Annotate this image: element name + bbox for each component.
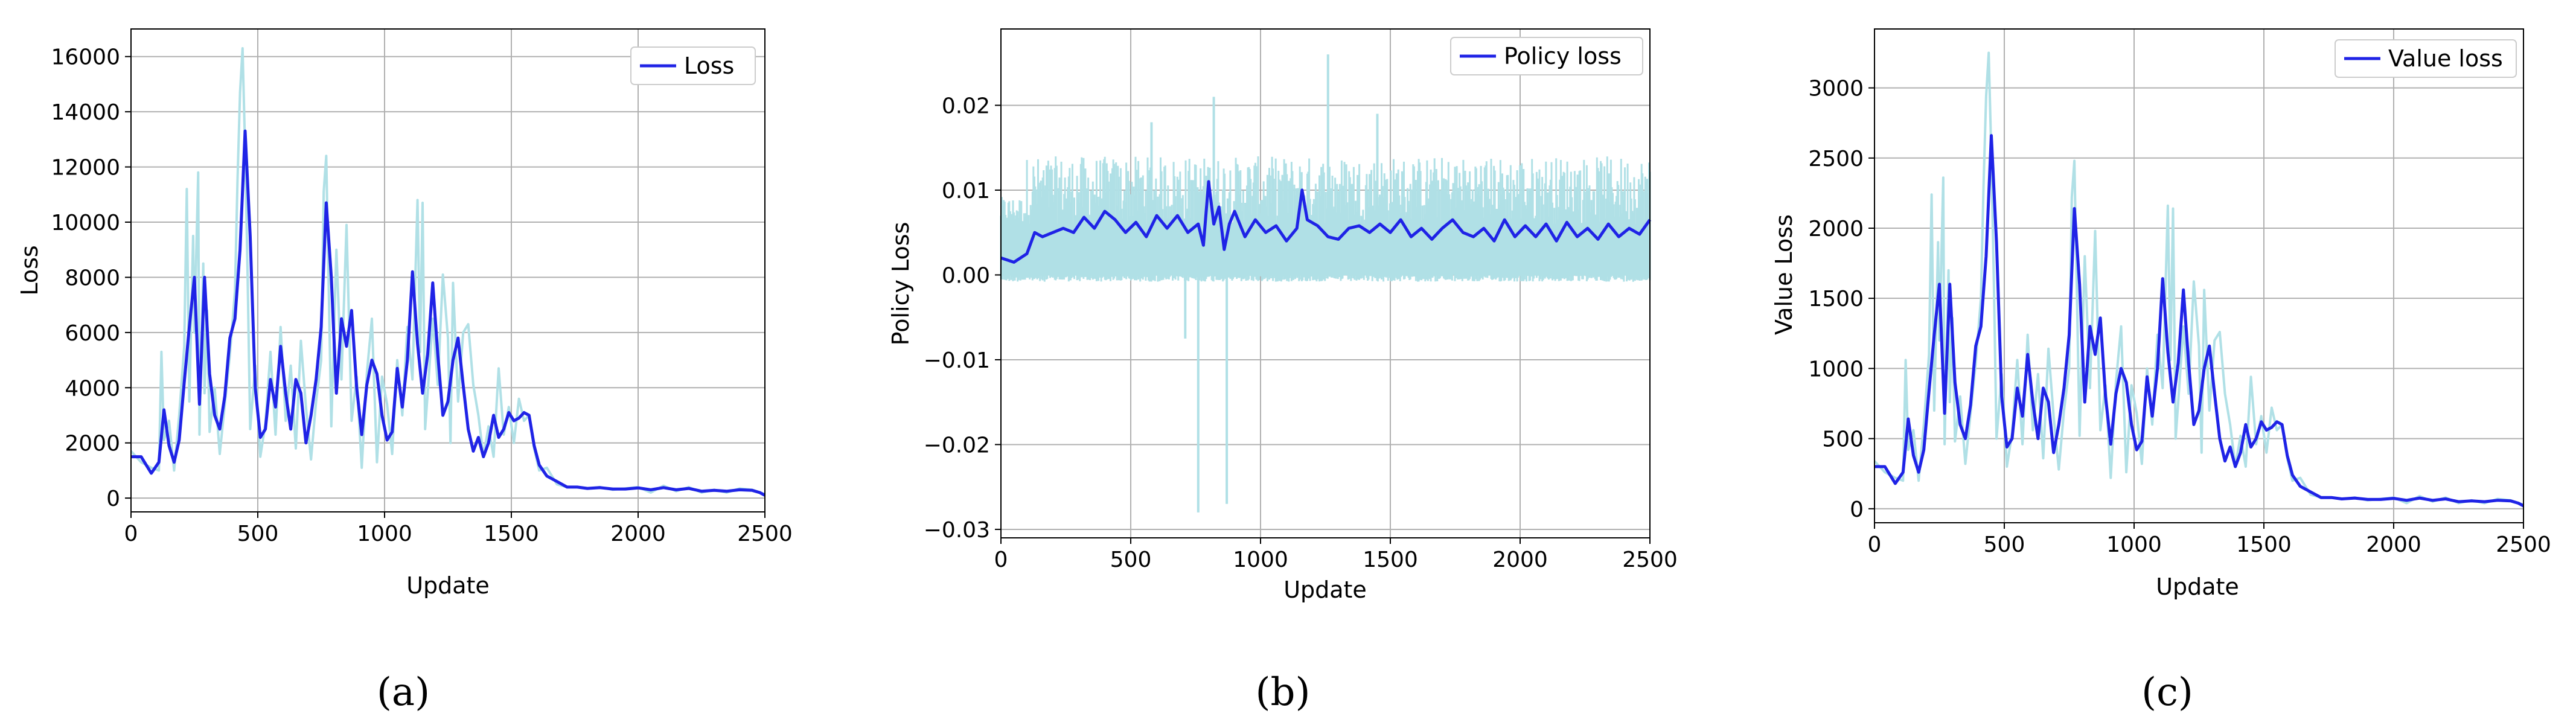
y-tick-label: 12000 bbox=[51, 156, 120, 180]
y-ticks-a: 0 2000 4000 6000 8000 10000 12000 14000 16000 bbox=[51, 45, 131, 511]
panel-c: 0 500 1000 1500 2000 2500 0 500 1000 1500 2000 250… bbox=[1771, 28, 2551, 715]
x-axis-label-a: Update bbox=[406, 572, 490, 599]
x-axis-label-b: Update bbox=[1283, 576, 1367, 603]
raw-line bbox=[130, 47, 765, 496]
smoothed-line bbox=[1000, 180, 1652, 264]
x-tick-label: 500 bbox=[1110, 548, 1152, 572]
raw-series-b bbox=[1000, 54, 1651, 512]
y-tick-label: −0.03 bbox=[924, 518, 990, 543]
legend-a: Loss bbox=[630, 46, 756, 85]
x-tick-label: 1500 bbox=[2236, 532, 2292, 557]
y-ticks-c: 0 500 1000 1500 2000 2500 3000 bbox=[1808, 77, 1874, 522]
plot-area-c bbox=[1874, 28, 2524, 523]
y-tick-label: −0.02 bbox=[924, 433, 990, 458]
y-tick-label: 0.02 bbox=[942, 94, 990, 118]
legend-c: Value loss bbox=[2335, 39, 2517, 78]
y-tick-label: 0 bbox=[106, 487, 120, 511]
x-tick-label: 2500 bbox=[737, 522, 793, 546]
x-tick-label: 0 bbox=[994, 548, 1008, 572]
legend-label-c: Value loss bbox=[2388, 45, 2503, 72]
panel-caption-b: (b) bbox=[1256, 670, 1311, 715]
legend-box-c bbox=[2335, 39, 2517, 78]
x-tick-label: 1000 bbox=[357, 522, 412, 546]
y-tick-label: 14000 bbox=[51, 100, 120, 125]
plot-frame bbox=[1000, 28, 1651, 538]
y-tick-label: 2500 bbox=[1808, 147, 1864, 171]
y-axis-label-a: Loss bbox=[16, 245, 43, 295]
panel-caption-c: (c) bbox=[2141, 670, 2193, 715]
raw-band-core bbox=[1027, 237, 1650, 275]
panel-caption-a: (a) bbox=[377, 670, 430, 715]
panel-b: 0 500 1000 1500 2000 2500 −0.03 −0.02 −0.01 0.00… bbox=[887, 28, 1678, 715]
y-tick-label: 1500 bbox=[1808, 287, 1864, 311]
plot-frame bbox=[130, 28, 765, 512]
plot-area-a bbox=[130, 28, 765, 512]
smooth-series-a bbox=[130, 28, 766, 512]
y-tick-label: 0.01 bbox=[942, 179, 990, 203]
y-tick-label: 16000 bbox=[51, 45, 120, 70]
y-tick-label: 1000 bbox=[1808, 357, 1864, 382]
x-tick-label: 1500 bbox=[484, 522, 539, 546]
x-tick-label: 2000 bbox=[1492, 548, 1548, 572]
smooth-series-c bbox=[1874, 28, 2525, 523]
raw-line bbox=[1873, 51, 2524, 506]
x-tick-label: 500 bbox=[1984, 532, 2025, 557]
x-axis-label-c: Update bbox=[2156, 573, 2239, 600]
y-tick-label: 4000 bbox=[65, 376, 120, 401]
raw-series-a bbox=[130, 47, 765, 496]
y-tick-label: 500 bbox=[1822, 427, 1864, 452]
y-tick-label: 3000 bbox=[1808, 77, 1864, 101]
y-tick-label: −0.01 bbox=[924, 348, 990, 373]
y-tick-label: 0.00 bbox=[942, 263, 990, 288]
legend-b: Policy loss bbox=[1450, 37, 1643, 75]
smoothed-line bbox=[1874, 134, 2525, 508]
y-tick-label: 6000 bbox=[65, 321, 120, 346]
plot-frame bbox=[1874, 28, 2524, 523]
x-tick-label: 2000 bbox=[2366, 532, 2421, 557]
y-tick-label: 8000 bbox=[65, 266, 120, 290]
y-axis-label-b: Policy Loss bbox=[887, 222, 914, 346]
x-tick-label: 2500 bbox=[1622, 548, 1678, 572]
x-tick-label: 1500 bbox=[1363, 548, 1418, 572]
legend-label-a: Loss bbox=[684, 53, 734, 79]
x-tick-label: 0 bbox=[124, 522, 138, 546]
x-tick-label: 2000 bbox=[610, 522, 666, 546]
legend-box-b bbox=[1450, 37, 1643, 75]
panel-a: 0 500 1000 1500 2000 2500 0 2000 4000 6000 8000 10… bbox=[16, 28, 793, 715]
x-tick-label: 1000 bbox=[2106, 532, 2162, 557]
x-tick-label: 1000 bbox=[1233, 548, 1288, 572]
legend-box-a bbox=[630, 46, 756, 85]
x-tick-label: 2500 bbox=[2496, 532, 2551, 557]
x-tick-label: 0 bbox=[1868, 532, 1882, 557]
raw-series-c bbox=[1873, 51, 2524, 506]
y-ticks-b: −0.03 −0.02 −0.01 0.00 0.01 0.02 bbox=[924, 94, 1001, 543]
smooth-series-b bbox=[1000, 28, 1652, 538]
x-ticks-b: 0 500 1000 1500 2000 2500 bbox=[994, 538, 1678, 572]
y-tick-label: 2000 bbox=[1808, 217, 1864, 241]
legend-label-b: Policy loss bbox=[1504, 43, 1622, 69]
x-ticks-a: 0 500 1000 1500 2000 2500 bbox=[124, 512, 793, 546]
y-axis-label-c: Value Loss bbox=[1771, 214, 1797, 335]
y-tick-label: 2000 bbox=[65, 432, 120, 456]
y-tick-label: 10000 bbox=[51, 211, 120, 235]
y-tick-label: 0 bbox=[1850, 497, 1864, 522]
x-tick-label: 500 bbox=[237, 522, 279, 546]
x-ticks-c: 0 500 1000 1500 2000 2500 bbox=[1868, 523, 2551, 557]
smoothed-line bbox=[131, 129, 766, 497]
